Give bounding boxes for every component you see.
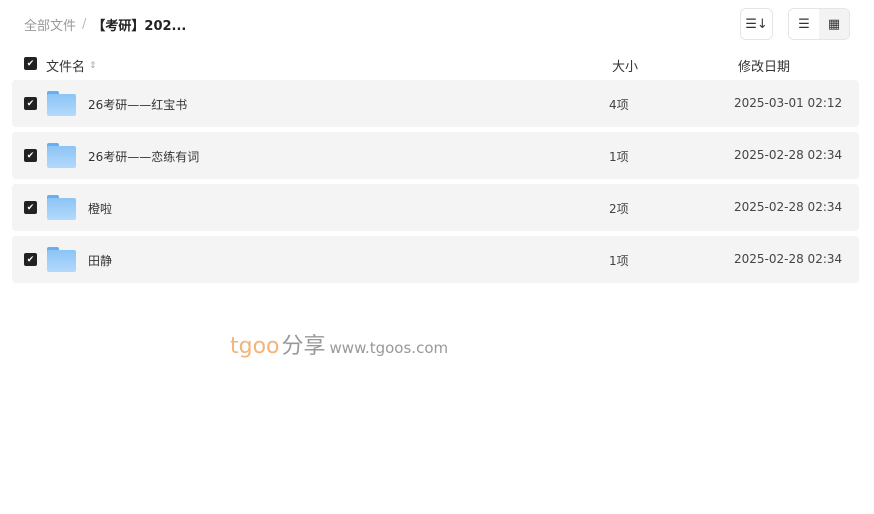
header-name-label: 文件名 [46,60,86,75]
row-checkbox[interactable]: ✔ [24,201,37,214]
header-date: 修改日期 [738,60,791,75]
breadcrumb-root[interactable]: 全部文件 [24,19,77,34]
file-name[interactable]: 橙啦 [88,202,113,216]
file-date: 2025-03-01 02:12 [734,96,843,110]
file-name[interactable]: 26考研——红宝书 [88,98,188,112]
row-checkbox[interactable]: ✔ [24,97,37,110]
breadcrumb-separator: / [82,17,87,32]
header-name[interactable]: 文件名 ⇕ [46,56,97,75]
row-checkbox[interactable]: ✔ [24,253,37,266]
file-date: 2025-02-28 02:34 [734,200,843,214]
file-date: 2025-02-28 02:34 [734,252,843,266]
breadcrumb: 全部文件 / 【考研】202... [24,15,186,34]
folder-icon [47,143,76,168]
select-all-checkbox[interactable]: ✔ [24,57,37,70]
sort-button[interactable]: ☰↓ [740,8,773,40]
watermark-url: www.tgoos.com [329,339,449,357]
file-row[interactable]: ✔ 26考研——红宝书 4项 2025-03-01 02:12 [12,80,859,127]
grid-icon: ▦ [827,16,841,32]
file-size: 4项 [609,98,629,112]
watermark-cn: 分享 [281,334,326,359]
file-row[interactable]: ✔ 橙啦 2项 2025-02-28 02:34 [12,184,859,231]
view-toggle: ☰ ▦ [788,8,850,40]
folder-icon [47,91,76,116]
file-row[interactable]: ✔ 田静 1项 2025-02-28 02:34 [12,236,859,283]
watermark-logo: tgoo 分享 www.tgoos.com [230,328,448,360]
file-size: 2项 [609,202,629,216]
list-view-button[interactable]: ☰ [789,9,819,39]
sort-icon: ☰↓ [745,16,768,32]
table-header: ✔ 文件名 ⇕ 大小 修改日期 [0,54,874,75]
folder-icon [47,195,76,220]
row-checkbox[interactable]: ✔ [24,149,37,162]
list-icon: ☰ [798,16,810,32]
file-name[interactable]: 田静 [88,254,113,268]
file-row[interactable]: ✔ 26考研——恋练有词 1项 2025-02-28 02:34 [12,132,859,179]
file-size: 1项 [609,254,629,268]
watermark-brand: tgoo [230,334,280,359]
file-name[interactable]: 26考研——恋练有词 [88,150,200,164]
grid-view-button[interactable]: ▦ [819,9,849,39]
breadcrumb-current: 【考研】202... [92,19,187,34]
file-size: 1项 [609,150,629,164]
folder-icon [47,247,76,272]
sort-toggle-icon: ⇕ [89,60,97,71]
file-date: 2025-02-28 02:34 [734,148,843,162]
header-size: 大小 [612,60,639,75]
